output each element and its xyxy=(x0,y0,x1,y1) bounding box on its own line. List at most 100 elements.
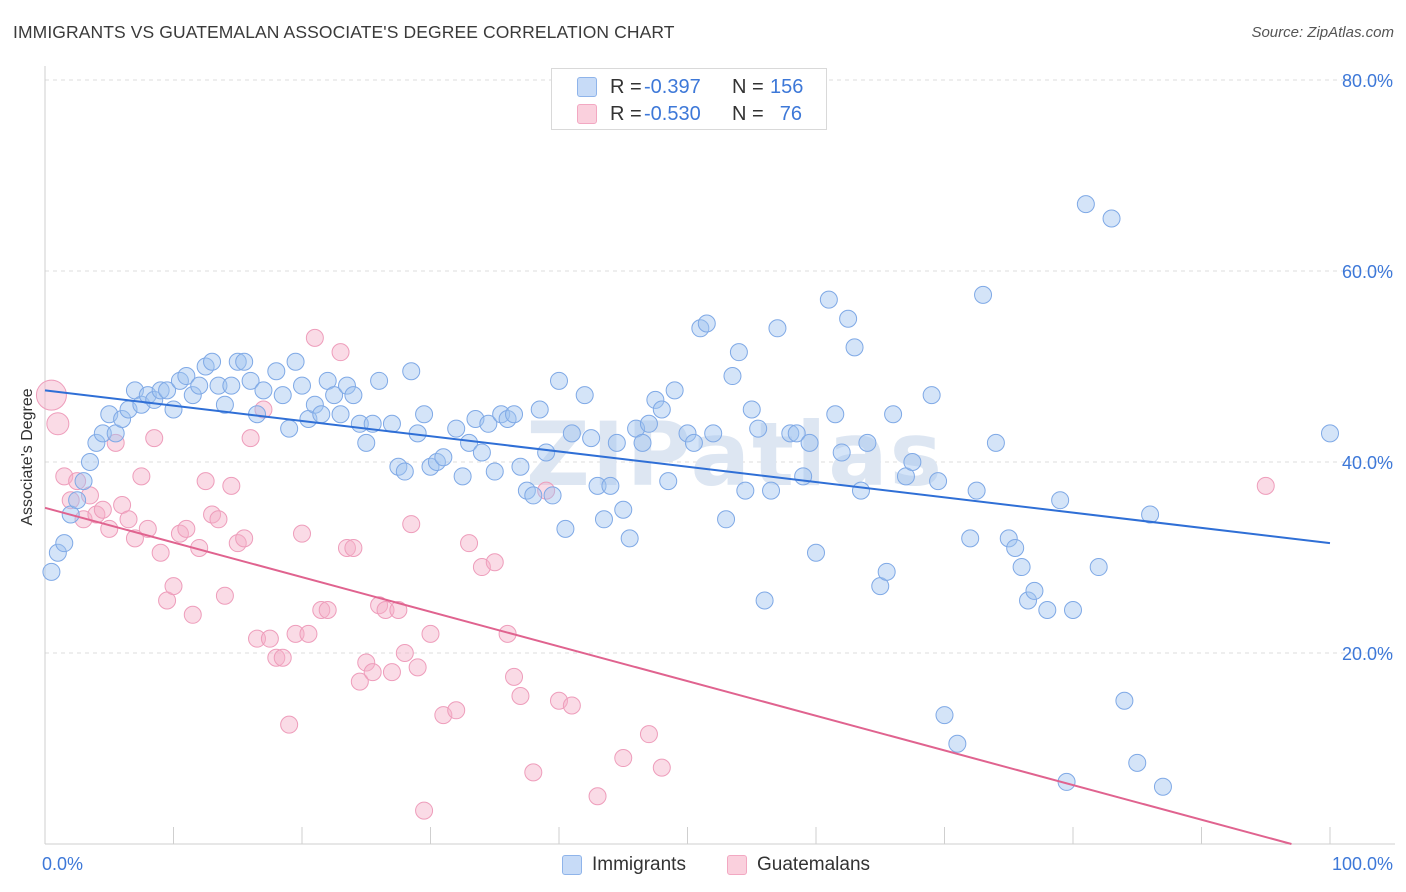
immigrants-point xyxy=(93,424,112,443)
legend-n-label: N = xyxy=(732,75,764,98)
immigrants-point xyxy=(1076,195,1095,214)
immigrants-point xyxy=(517,481,536,500)
legend-r-value-guatemalans: -0.530 xyxy=(644,102,701,125)
immigrants-point xyxy=(415,405,434,424)
guatemalans-point xyxy=(415,801,434,820)
immigrants-point xyxy=(402,362,421,381)
correlation-legend: R = -0.397 N = 156 R = -0.530 N = 76 xyxy=(551,68,827,130)
immigrants-point xyxy=(800,433,819,452)
immigrants-point xyxy=(639,414,658,433)
x-tick-label: 0.0% xyxy=(42,854,83,874)
immigrants-point xyxy=(1102,209,1121,228)
immigrants-point xyxy=(267,362,286,381)
bottom-legend-swatch-guatemalans xyxy=(727,855,747,875)
chart-title: IMMIGRANTS VS GUATEMALAN ASSOCIATE'S DEG… xyxy=(13,22,675,42)
immigrants-point xyxy=(55,534,74,553)
immigrants-point xyxy=(582,429,601,448)
guatemalans-point xyxy=(402,515,421,534)
immigrants-point xyxy=(1038,601,1057,620)
immigrants-point xyxy=(183,386,202,405)
source-label: Source: ZipAtlas.com xyxy=(1251,24,1394,41)
immigrants-point xyxy=(273,386,292,405)
immigrants-point xyxy=(453,467,472,486)
guatemalans-point xyxy=(177,519,196,538)
immigrants-point xyxy=(434,448,453,467)
immigrants-point xyxy=(524,486,543,505)
guatemalans-point xyxy=(260,629,279,648)
immigrants-point xyxy=(460,433,479,452)
guatemalans-point xyxy=(222,476,241,495)
immigrants-point xyxy=(1006,538,1025,557)
immigrants-point xyxy=(594,510,613,529)
immigrants-point xyxy=(203,352,222,371)
y-tick-label: 80.0% xyxy=(1342,71,1393,91)
guatemalans-point xyxy=(209,510,228,529)
guatemalans-point xyxy=(331,343,350,362)
immigrants-point xyxy=(331,405,350,424)
immigrants-point xyxy=(74,472,93,491)
immigrants-point xyxy=(723,367,742,386)
immigrants-point xyxy=(550,371,568,390)
immigrants-point xyxy=(1019,591,1038,610)
guatemalans-point xyxy=(254,400,273,419)
legend-r-value-immigrants: -0.397 xyxy=(644,75,701,98)
guatemalans-point xyxy=(421,624,440,643)
immigrants-point xyxy=(177,367,196,386)
guatemalans-point xyxy=(337,538,356,557)
guatemalans-point xyxy=(280,715,299,734)
immigrants-point xyxy=(1089,558,1108,577)
immigrants-point xyxy=(87,433,106,452)
immigrants-point xyxy=(235,352,254,371)
immigrants-point xyxy=(344,386,363,405)
immigrants-point xyxy=(286,352,305,371)
guatemalans-point xyxy=(87,505,106,524)
immigrants-point xyxy=(1141,505,1160,524)
immigrants-point xyxy=(562,424,581,443)
guatemalans-point xyxy=(395,644,414,662)
immigrants-point xyxy=(325,386,344,405)
guatemalans-point xyxy=(588,787,607,806)
legend-n-value-immigrants: 156 xyxy=(770,75,804,98)
guatemalans-point xyxy=(241,429,260,448)
immigrants-point xyxy=(556,519,575,538)
immigrants-point xyxy=(588,476,607,495)
guatemalans-point xyxy=(389,601,408,620)
guatemalans-point xyxy=(183,605,202,624)
immigrants-point xyxy=(80,453,99,471)
immigrants-point xyxy=(851,481,870,500)
guatemalans-point xyxy=(145,429,164,448)
guatemalans-point xyxy=(248,629,267,648)
guatemalans-point xyxy=(485,553,504,572)
guatemalans-point xyxy=(119,510,138,529)
immigrants-point xyxy=(357,433,376,452)
immigrants-point xyxy=(170,371,189,390)
guatemalans-point xyxy=(106,433,125,452)
immigrants-point xyxy=(1051,491,1070,510)
immigrants-point xyxy=(935,706,954,725)
immigrants-point xyxy=(190,376,209,395)
immigrants-point xyxy=(215,395,234,414)
immigrants-point xyxy=(633,433,652,452)
immigrants-point xyxy=(704,424,723,443)
immigrants-point xyxy=(948,734,967,753)
guatemalans-point xyxy=(562,696,581,715)
immigrants-point xyxy=(697,314,716,333)
immigrants-point xyxy=(1064,601,1082,620)
immigrants-point xyxy=(492,405,511,424)
immigrants-point xyxy=(781,424,800,443)
guatemalans-point xyxy=(132,467,151,486)
guatemalans-point xyxy=(305,328,324,347)
y-tick-label: 40.0% xyxy=(1342,453,1393,473)
immigrants-point xyxy=(665,381,684,400)
immigrants-point xyxy=(151,381,170,400)
guatemalans-point xyxy=(267,648,286,667)
immigrants-point xyxy=(884,405,903,424)
immigrants-point xyxy=(819,290,838,309)
immigrants-point xyxy=(485,462,504,481)
immigrants-point xyxy=(498,410,517,429)
guatemalans-point xyxy=(61,491,80,510)
guatemalans-point xyxy=(293,524,311,543)
immigrants-point xyxy=(280,419,299,438)
legend-n-value-guatemalans: 76 xyxy=(779,102,802,125)
guatemalans-trend-line xyxy=(44,506,1292,845)
